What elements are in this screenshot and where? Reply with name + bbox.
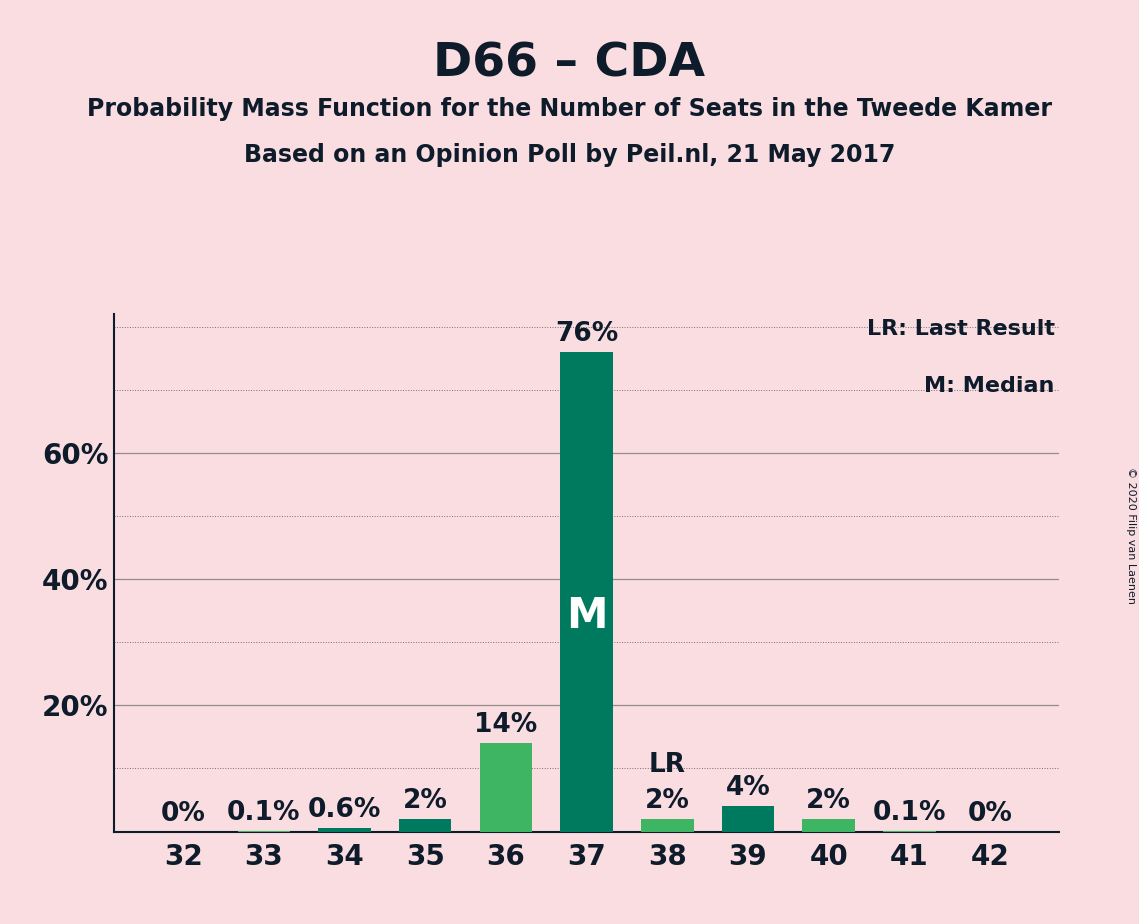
Text: M: Median: M: Median (924, 376, 1055, 396)
Text: 2%: 2% (403, 788, 448, 814)
Bar (722, 807, 775, 832)
Text: 76%: 76% (555, 321, 618, 347)
Text: LR: Last Result: LR: Last Result (867, 320, 1055, 339)
Text: Probability Mass Function for the Number of Seats in the Tweede Kamer: Probability Mass Function for the Number… (87, 97, 1052, 121)
Text: D66 – CDA: D66 – CDA (434, 42, 705, 87)
Bar (641, 819, 694, 832)
Text: © 2020 Filip van Laenen: © 2020 Filip van Laenen (1126, 468, 1136, 604)
Text: 2%: 2% (806, 788, 851, 814)
Bar (318, 828, 370, 832)
Text: 0%: 0% (161, 800, 205, 827)
Text: LR: LR (649, 752, 686, 778)
Text: M: M (566, 595, 607, 637)
Text: 0.1%: 0.1% (872, 800, 947, 826)
Text: 0.1%: 0.1% (227, 800, 301, 826)
Text: 4%: 4% (726, 775, 770, 801)
Text: 0%: 0% (968, 800, 1013, 827)
Bar (399, 819, 451, 832)
Bar (803, 819, 855, 832)
Text: 0.6%: 0.6% (308, 796, 382, 822)
Bar (560, 352, 613, 832)
Text: 14%: 14% (474, 712, 538, 738)
Text: Based on an Opinion Poll by Peil.nl, 21 May 2017: Based on an Opinion Poll by Peil.nl, 21 … (244, 143, 895, 167)
Text: 2%: 2% (645, 788, 690, 814)
Bar (480, 743, 532, 832)
